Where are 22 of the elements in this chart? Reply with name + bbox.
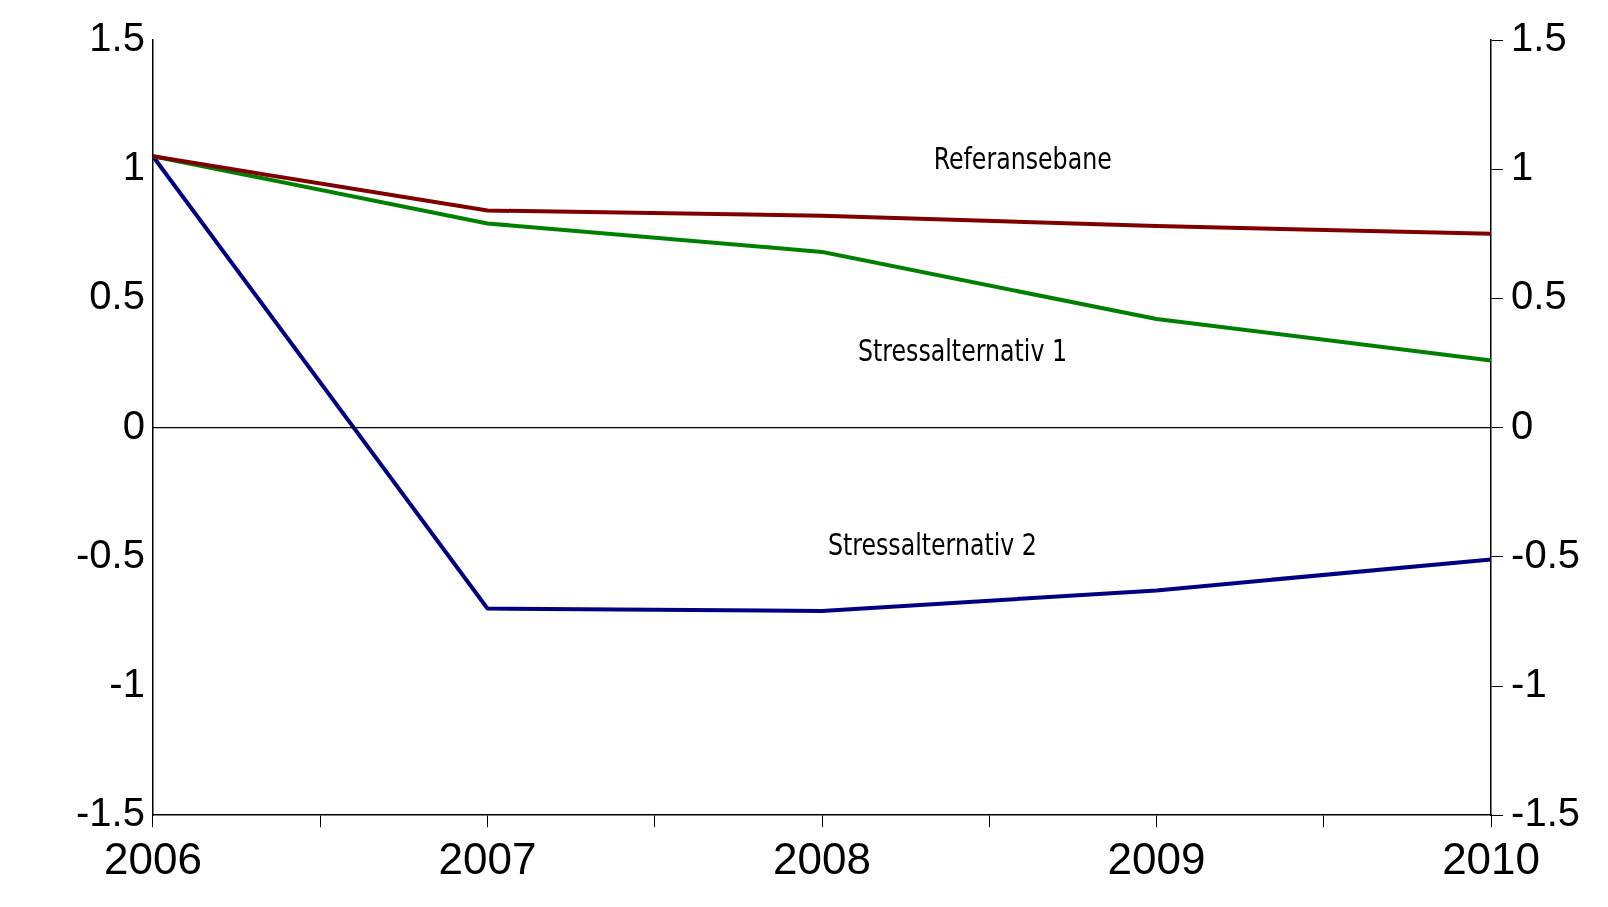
y-tick-label: 1.5 [89,15,145,60]
x-tick-label: 2007 [438,833,537,883]
x-tick-label: 2006 [103,833,202,883]
y-tick-label: -0.5 [75,531,145,576]
y2-tick-label: 1.5 [1511,15,1567,60]
y-tick-label: 1 [122,144,145,189]
y2-tick-label: 1 [1511,144,1534,189]
y2-tick-label: -1 [1511,661,1547,706]
y-tick-label: 0.5 [89,273,145,318]
series-label: Stressalternativ 2 [827,525,1037,563]
y-tick-label: -1 [109,661,145,706]
y2-tick-label: 0 [1511,402,1534,447]
y-tick-label: 0 [122,402,145,447]
series-label: Referansebane [933,140,1112,178]
x-tick-label: 2008 [773,833,871,883]
x-tick-label: 2010 [1442,833,1541,883]
y-tick-label: -1.5 [75,790,145,835]
y2-tick-label: -0.5 [1511,531,1581,576]
series-label: Stressalternativ 1 [858,331,1068,369]
y2-tick-label: 0.5 [1511,273,1567,318]
x-tick-label: 2009 [1107,833,1206,883]
y2-tick-label: -1.5 [1511,790,1581,835]
